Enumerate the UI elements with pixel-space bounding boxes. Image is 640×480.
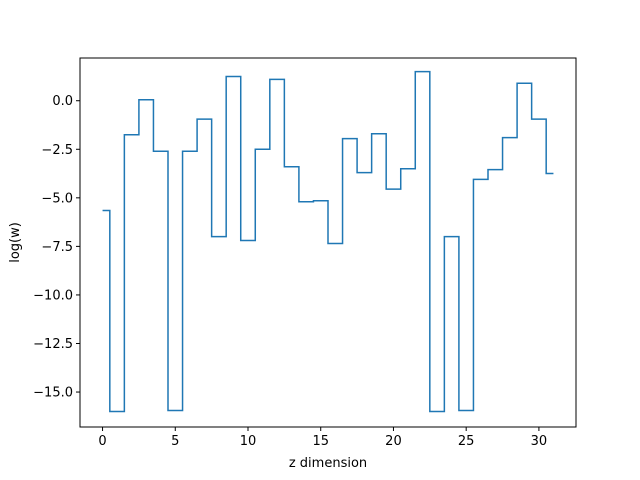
- y-tick-label: −7.5: [41, 240, 73, 255]
- x-tick-label: 25: [458, 434, 475, 449]
- y-tick-label: −10.0: [33, 288, 73, 303]
- x-axis-label: z dimension: [289, 456, 367, 471]
- series-step-line-0: [102, 70, 554, 413]
- y-axis-label: log(w): [8, 222, 23, 263]
- y-tick-label: 0.0: [52, 94, 73, 109]
- x-tick-label: 10: [240, 434, 257, 449]
- axes-frame: [79, 57, 577, 428]
- y-tick-label: −5.0: [41, 191, 73, 206]
- x-tick-label: 5: [171, 434, 179, 449]
- x-axis: 0 5 10 15 20 25 30: [98, 427, 547, 449]
- y-tick-label: −2.5: [41, 143, 73, 158]
- plot-area: [102, 70, 554, 413]
- x-tick-label: 20: [385, 434, 402, 449]
- x-tick-label: 15: [312, 434, 329, 449]
- x-tick-label: 30: [531, 434, 548, 449]
- y-tick-label: −15.0: [33, 386, 73, 401]
- y-axis: 0.0 −2.5 −5.0 −7.5 −10.0 −12.5 −15.0: [33, 94, 80, 401]
- y-tick-label: −12.5: [33, 337, 73, 352]
- x-tick-label: 0: [98, 434, 106, 449]
